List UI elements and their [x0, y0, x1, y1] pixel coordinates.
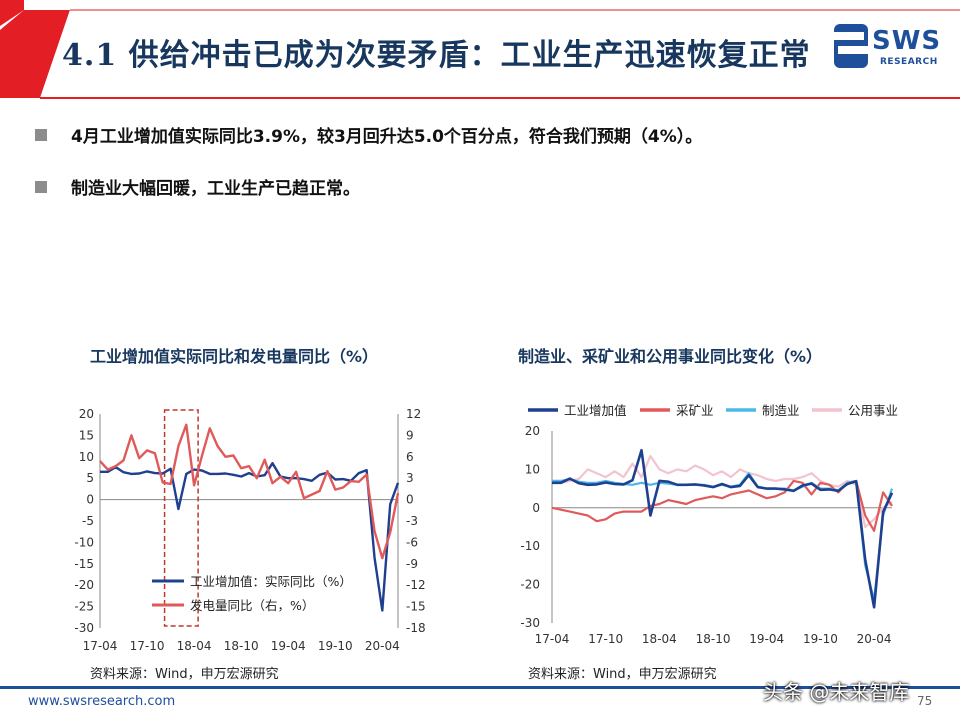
legend-label: 发电量同比（右，%）: [190, 598, 314, 613]
watermark-text: 头条 @未来智库: [763, 680, 910, 704]
y-right-tick-label: 0: [406, 493, 414, 507]
series-line-power-generation: [99, 423, 400, 560]
x-tick-label: 19-04: [749, 632, 784, 646]
y-left-tick-label: 15: [79, 428, 94, 442]
left-chart-source: 资料来源：Wind，申万宏源研究: [90, 667, 279, 682]
right-chart-title: 制造业、采矿业和公用事业同比变化（%）: [518, 347, 823, 366]
x-tick-label: 19-10: [803, 632, 838, 646]
y-left-tick-label: 20: [79, 407, 94, 421]
series-line-industrial-output: [100, 462, 400, 612]
y-right-tick-label: -15: [406, 600, 426, 614]
x-tick-label: 20-04: [365, 639, 400, 653]
y-tick-label: 10: [525, 462, 540, 476]
series-line-industrial: [552, 448, 894, 609]
header-decoration: [0, 0, 960, 99]
x-tick-label: 18-04: [642, 632, 677, 646]
y-right-tick-label: -3: [406, 514, 418, 528]
x-tick-label: 17-10: [588, 632, 623, 646]
x-tick-label: 18-04: [177, 639, 212, 653]
y-left-tick-label: -25: [74, 600, 94, 614]
legend-label: 工业增加值：实际同比（%）: [190, 574, 352, 589]
series-line-utilities: [552, 454, 893, 529]
footer-url[interactable]: www.swsresearch.com: [28, 694, 176, 709]
y-tick-label: -30: [520, 616, 540, 630]
highlight-box: [163, 409, 199, 627]
sws-logo: SWS RESEARCH: [828, 20, 948, 76]
y-right-tick-label: -6: [406, 535, 418, 549]
y-right-tick-label: -18: [406, 621, 426, 635]
page-title: 4.1 供给冲击已成为次要矛盾：工业生产迅速恢复正常: [62, 38, 811, 73]
y-right-tick-label: 3: [406, 471, 414, 485]
legend-label: 采矿业: [676, 403, 714, 418]
x-tick-label: 19-04: [271, 639, 306, 653]
bullet-text: 制造业大幅回暖，工业生产已趋正常。: [71, 179, 360, 199]
logo-text: SWS: [872, 26, 942, 56]
y-left-tick-label: -10: [74, 535, 94, 549]
footer-divider: [0, 686, 960, 689]
bullet-square-icon: [35, 128, 47, 141]
x-tick-label: 17-04: [83, 639, 118, 653]
y-left-tick-label: 0: [86, 493, 94, 507]
y-right-tick-label: -9: [406, 557, 418, 571]
right-chart-source: 资料来源：Wind，申万宏源研究: [528, 667, 717, 682]
y-right-tick-label: 6: [406, 450, 414, 464]
y-left-tick-label: -20: [74, 578, 94, 592]
bullet-square-icon: [35, 180, 47, 193]
legend-label: 制造业: [762, 403, 800, 418]
x-tick-label: 17-10: [130, 639, 165, 653]
x-tick-label: 19-10: [318, 639, 353, 653]
y-left-tick-label: 10: [79, 450, 94, 464]
bullet-point-2: 制造业大幅回暖，工业生产已趋正常。: [35, 174, 360, 199]
legend-label: 公用事业: [848, 403, 898, 418]
y-right-tick-label: 12: [406, 407, 421, 421]
series-line-manufacturing: [552, 472, 894, 602]
legend-label: 工业增加值: [564, 403, 627, 418]
slide-header: 4.1 供给冲击已成为次要矛盾：工业生产迅速恢复正常 SWS RESEARCH: [0, 0, 960, 100]
bullet-point-1: 4月工业增加值实际同比3.9%，较3月回升达5.0个百分点，符合我们预期（4%）…: [35, 122, 702, 147]
y-left-tick-label: -30: [74, 621, 94, 635]
x-tick-label: 20-04: [857, 632, 892, 646]
y-tick-label: -10: [520, 539, 540, 553]
right-chart: 20 10 0 -10 -20 -30 17-04 17-10 18-04 18-10 19-04 1…: [520, 403, 898, 646]
x-tick-label: 18-10: [224, 639, 259, 653]
left-chart: 20 15 10 5 0 -5 -10 -15 -20 -25 -30 12 9 6 3 0 -3 -6 -9 -12…: [74, 407, 426, 653]
y-left-tick-label: -5: [82, 514, 94, 528]
x-tick-label: 18-10: [696, 632, 731, 646]
page-number: 75: [917, 694, 933, 708]
x-tick-label: 17-04: [535, 632, 570, 646]
y-left-tick-label: 5: [86, 471, 94, 485]
y-left-tick-label: -15: [74, 557, 94, 571]
y-tick-label: 20: [525, 424, 540, 438]
logo-mark-icon: [830, 24, 872, 68]
y-tick-label: -20: [520, 578, 540, 592]
y-right-tick-label: 9: [406, 428, 414, 442]
logo-subtext: RESEARCH: [880, 57, 938, 67]
y-tick-label: 0: [532, 501, 540, 515]
left-chart-title: 工业增加值实际同比和发电量同比（%）: [90, 347, 379, 366]
bullet-text: 4月工业增加值实际同比3.9%，较3月回升达5.0个百分点，符合我们预期（4%）…: [71, 127, 703, 147]
y-right-tick-label: -12: [406, 578, 426, 592]
